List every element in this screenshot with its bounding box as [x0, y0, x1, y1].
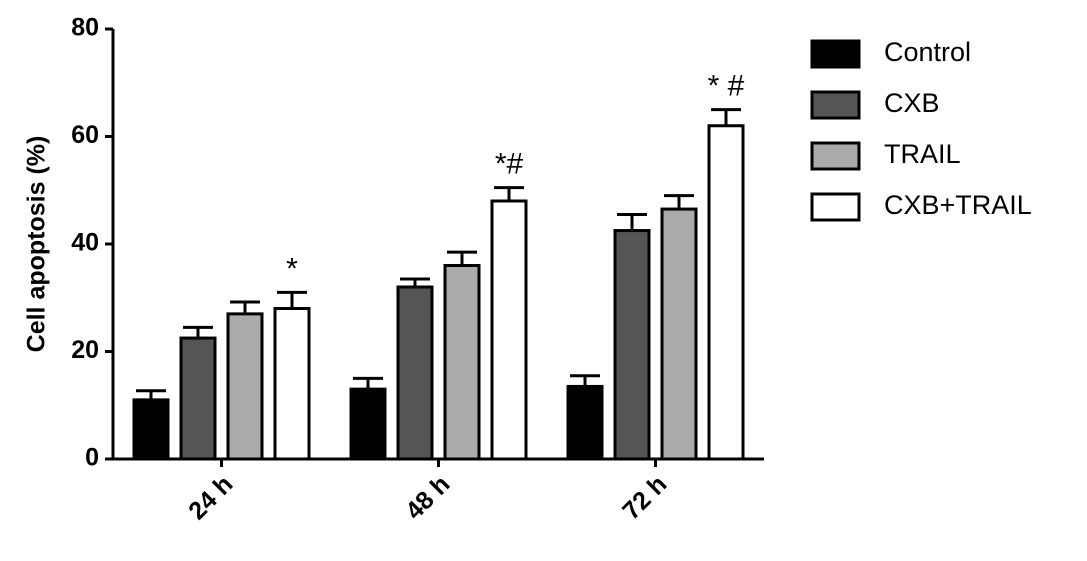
legend-swatch: [810, 141, 861, 171]
annotation: *: [286, 252, 298, 285]
bar: [132, 398, 170, 461]
bar: [660, 207, 698, 461]
legend-label: CXB+TRAIL: [884, 190, 1032, 220]
annotation: * #: [708, 70, 745, 103]
y-tick-label: 60: [71, 121, 99, 149]
legend-swatch: [810, 39, 861, 69]
bar: [349, 387, 387, 461]
legend-swatch: [810, 192, 861, 222]
bar: [490, 199, 528, 461]
bar: [443, 264, 481, 461]
legend-swatch: [810, 90, 861, 120]
x-tick-label: 48 h: [400, 470, 455, 525]
bar: [226, 312, 264, 461]
y-tick-label: 80: [71, 14, 99, 42]
y-tick-label: 0: [85, 444, 99, 472]
annotation: *#: [495, 147, 524, 180]
legend-label: TRAIL: [884, 139, 961, 169]
bar: [566, 384, 604, 461]
x-tick-label: 24 h: [183, 470, 238, 525]
bar: [613, 229, 651, 461]
bar: [707, 124, 745, 461]
y-axis-title: Cell apoptosis (%): [23, 136, 51, 353]
y-tick-label: 20: [71, 336, 99, 364]
x-tick-label: 72 h: [617, 470, 672, 525]
bar: [273, 307, 311, 461]
y-tick-label: 40: [71, 229, 99, 257]
bar: [396, 285, 434, 461]
legend-label: Control: [884, 37, 971, 67]
legend-label: CXB: [884, 88, 940, 118]
bar: [179, 336, 217, 461]
